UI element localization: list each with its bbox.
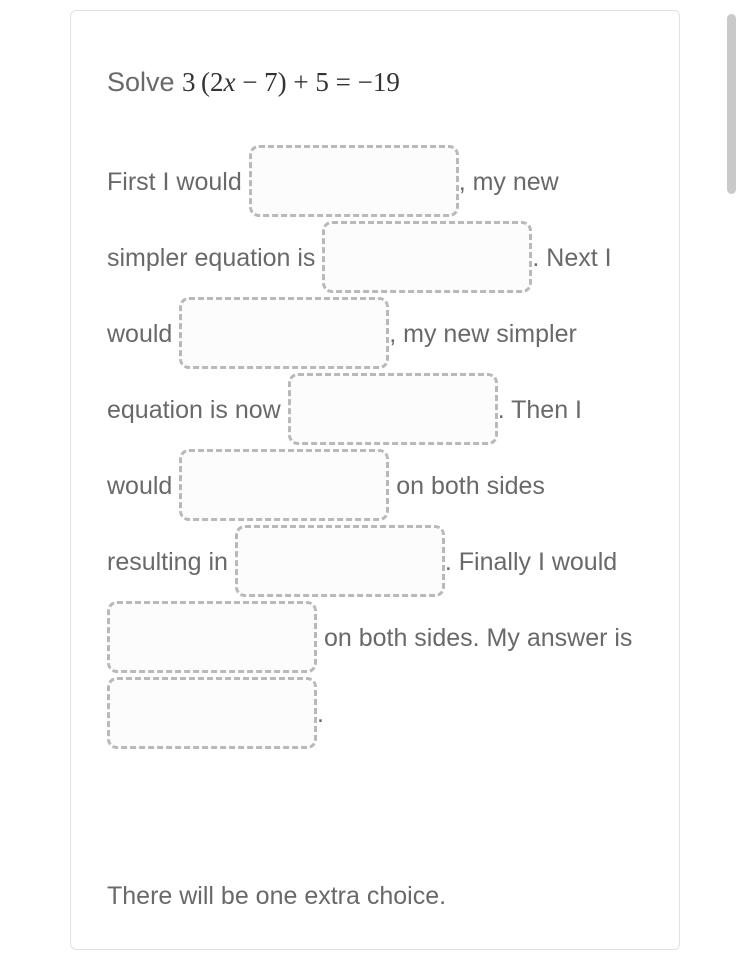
eq-minus: − [235,67,264,97]
vertical-scrollbar[interactable] [727,14,736,194]
eq-coef: 3 [182,67,196,97]
eq-inner-coef: 2 [210,67,224,97]
prompt-label: Solve [107,67,182,97]
equation: 3 (2x − 7) + 5 = −19 [182,67,400,97]
drop-target-3[interactable] [179,297,389,369]
drop-target-2[interactable] [322,221,532,293]
prompt: Solve 3 (2x − 7) + 5 = −19 [107,67,643,98]
segment-8: on both sides. My answer is [317,624,632,652]
drop-target-4[interactable] [288,373,498,445]
segment-1: First I would [107,168,249,196]
eq-equals: = [329,67,358,97]
fill-in-paragraph: First I would , my new simpler equation … [107,144,643,752]
drop-target-6[interactable] [235,525,445,597]
drop-target-8[interactable] [107,677,317,749]
drop-target-7[interactable] [107,601,317,673]
eq-plus: + [287,67,316,97]
segment-9: . [317,700,324,728]
footer-note: There will be one extra choice. [107,882,643,911]
eq-five: 5 [315,67,329,97]
drop-target-5[interactable] [179,449,389,521]
drop-target-1[interactable] [249,145,459,217]
eq-seven: 7 [264,67,278,97]
eq-var: x [223,67,235,97]
segment-7: . Finally I would [445,548,617,576]
eq-open: ( [201,67,210,97]
question-card: Solve 3 (2x − 7) + 5 = −19 First I would… [70,10,680,950]
eq-rhs: −19 [358,67,400,97]
eq-close: ) [278,67,287,97]
